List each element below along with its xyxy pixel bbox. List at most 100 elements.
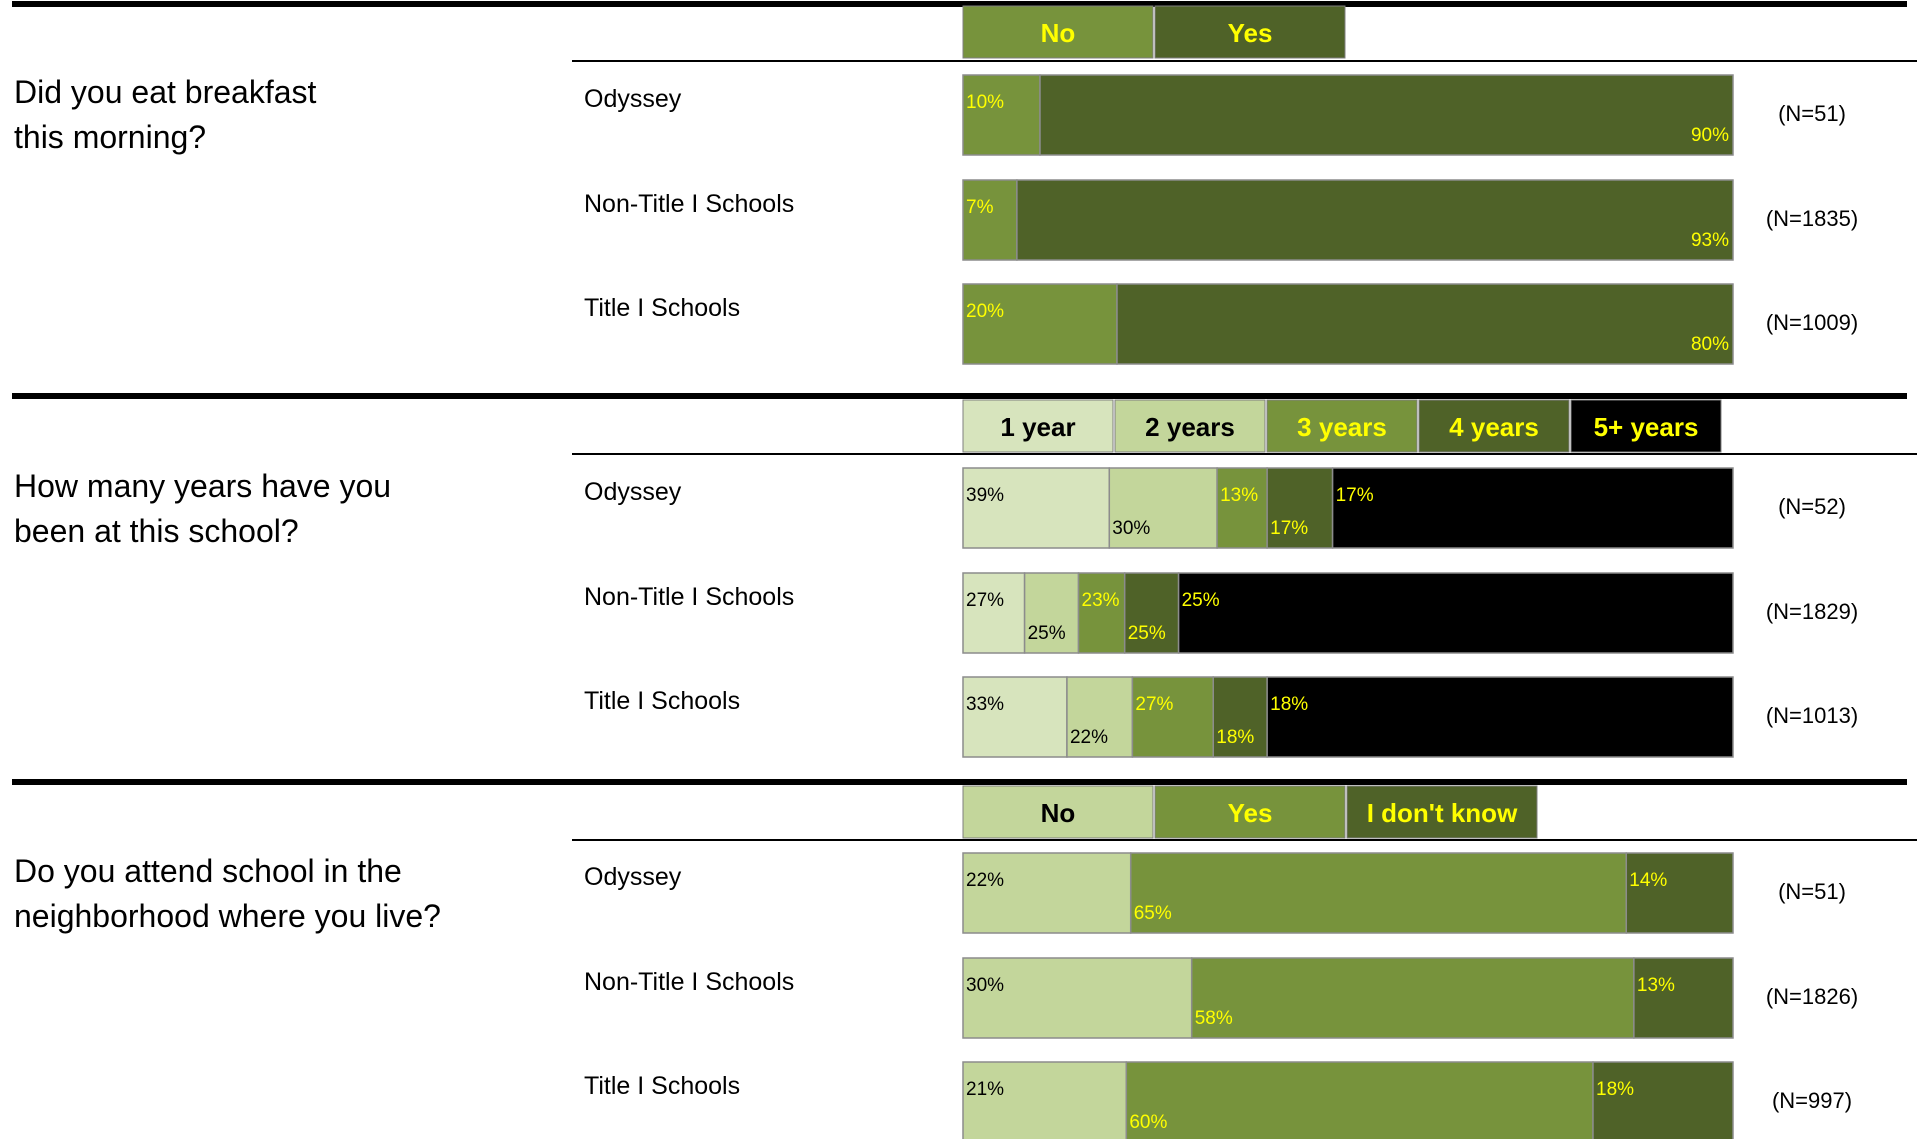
bar-segment: [1125, 1061, 1594, 1139]
data-label: 30%: [966, 975, 1004, 996]
bar-segment: [1116, 283, 1734, 365]
data-label: 23%: [1082, 590, 1120, 611]
bar-segment: [1016, 179, 1734, 261]
bar-row: Non-Title I Schools (N=1835) 7% 93%: [584, 179, 1858, 261]
sample-size: (N=1826): [1766, 984, 1858, 1009]
sample-size: (N=1835): [1766, 206, 1858, 231]
legend-label: 3 years: [1297, 412, 1387, 442]
legend-swatch-1: [962, 399, 1114, 453]
data-label: 17%: [1270, 518, 1308, 539]
data-label: 93%: [1691, 230, 1729, 251]
legend-swatch-2: [1154, 785, 1346, 839]
bar-segment: [1331, 467, 1734, 549]
question-section-1: Did you eat breakfast this morning? No Yes O…: [12, 1, 1917, 365]
bar-row: Title I Schools (N=1009) 20% 80%: [584, 283, 1858, 365]
bar-segment: [1039, 74, 1734, 156]
bar-segment: [962, 467, 1111, 549]
legend-label: 1 year: [1000, 412, 1075, 442]
bar-segment: [962, 283, 1118, 365]
legend: No Yes I don't know: [962, 785, 1538, 839]
bar-row: Non-Title I Schools (N=1826) 30% 58% 13%: [584, 957, 1858, 1039]
bar-segment: [962, 852, 1132, 934]
category-label: Odyssey: [584, 478, 682, 506]
data-label: 25%: [1182, 590, 1220, 611]
bar-segment: [1177, 572, 1734, 654]
bar-segment: [1077, 572, 1126, 654]
legend-swatch-5: [1570, 399, 1722, 453]
legend-label: No: [1041, 798, 1076, 828]
data-label: 90%: [1691, 125, 1729, 146]
sample-size: (N=1829): [1766, 599, 1858, 624]
question-section-2: How many years have you been at this scho…: [12, 393, 1917, 758]
data-label: 33%: [966, 694, 1004, 715]
bar-row: Odyssey (N=51) 10% 90%: [584, 74, 1846, 156]
sample-size: (N=1013): [1766, 703, 1858, 728]
category-label: Odyssey: [584, 85, 682, 113]
data-label: 13%: [1637, 975, 1675, 996]
bar-segment: [962, 74, 1041, 156]
data-label: 17%: [1336, 485, 1374, 506]
question-text: Do you attend school in the neighborhood …: [14, 853, 441, 934]
legend-label: 5+ years: [1594, 412, 1699, 442]
bar-segment: [962, 572, 1026, 654]
category-label: Odyssey: [584, 863, 682, 891]
bar-segment: [962, 957, 1193, 1039]
category-label: Title I Schools: [584, 687, 740, 715]
data-label: 25%: [1128, 623, 1166, 644]
data-label: 13%: [1220, 485, 1258, 506]
legend-swatch-3: [1266, 399, 1418, 453]
data-label: 10%: [966, 92, 1004, 113]
category-label: Non-Title I Schools: [584, 968, 794, 996]
bar-segment: [1266, 676, 1734, 758]
bar-segment: [1131, 676, 1215, 758]
legend-label: I don't know: [1367, 798, 1518, 828]
bar-segment: [1625, 852, 1734, 934]
legend-swatch-1: [962, 785, 1154, 839]
question-text: Did you eat breakfast this morning?: [14, 74, 317, 155]
sample-size: (N=997): [1772, 1088, 1852, 1113]
header-rule: [572, 60, 1917, 62]
legend-label: Yes: [1228, 798, 1273, 828]
legend-swatch-1: [962, 5, 1154, 59]
legend-swatch-2: [1114, 399, 1266, 453]
bar-segment: [1066, 676, 1134, 758]
bar-segment: [1216, 467, 1268, 549]
header-rule: [572, 453, 1917, 455]
data-label: 18%: [1270, 694, 1308, 715]
bar-segment: [962, 179, 1018, 261]
data-label: 27%: [966, 590, 1004, 611]
data-label: 22%: [966, 870, 1004, 891]
legend-label: Yes: [1228, 18, 1273, 48]
legend: 1 year 2 years 3 years 4 years 5+ years: [962, 399, 1722, 453]
legend: No Yes: [962, 5, 1346, 59]
legend-label: 4 years: [1449, 412, 1539, 442]
section-separator: [12, 1, 1907, 7]
bar-segment: [962, 676, 1068, 758]
sample-size: (N=1009): [1766, 310, 1858, 335]
data-label: 14%: [1629, 870, 1667, 891]
data-label: 22%: [1070, 727, 1108, 748]
data-label: 25%: [1028, 623, 1066, 644]
category-label: Non-Title I Schools: [584, 190, 794, 218]
bar-segment: [1108, 467, 1218, 549]
legend-label: 2 years: [1145, 412, 1235, 442]
bar-segment: [1129, 852, 1628, 934]
legend-swatch-3: [1346, 785, 1538, 839]
bar-row: Non-Title I Schools (N=1829) 27% 25% 23% 25% 2…: [584, 572, 1858, 654]
sample-size: (N=52): [1778, 494, 1846, 519]
legend-swatch-4: [1418, 399, 1570, 453]
bar-row: Odyssey (N=51) 22% 65% 14%: [584, 852, 1846, 934]
header-rule: [572, 839, 1917, 841]
data-label: 18%: [1596, 1079, 1634, 1100]
legend-label: No: [1041, 18, 1076, 48]
section-separator: [12, 779, 1907, 785]
question-text: How many years have you been at this scho…: [14, 468, 391, 549]
bar-row: Title I Schools (N=997) 21% 60% 18%: [584, 1061, 1852, 1139]
bar-segment: [1592, 1061, 1734, 1139]
category-label: Title I Schools: [584, 1072, 740, 1100]
bar-row: Odyssey (N=52) 39% 30% 13% 17% 17%: [584, 467, 1846, 549]
bar-segment: [1190, 957, 1635, 1039]
data-label: 58%: [1195, 1008, 1233, 1029]
bar-segment: [1266, 467, 1334, 549]
data-label: 27%: [1135, 694, 1173, 715]
